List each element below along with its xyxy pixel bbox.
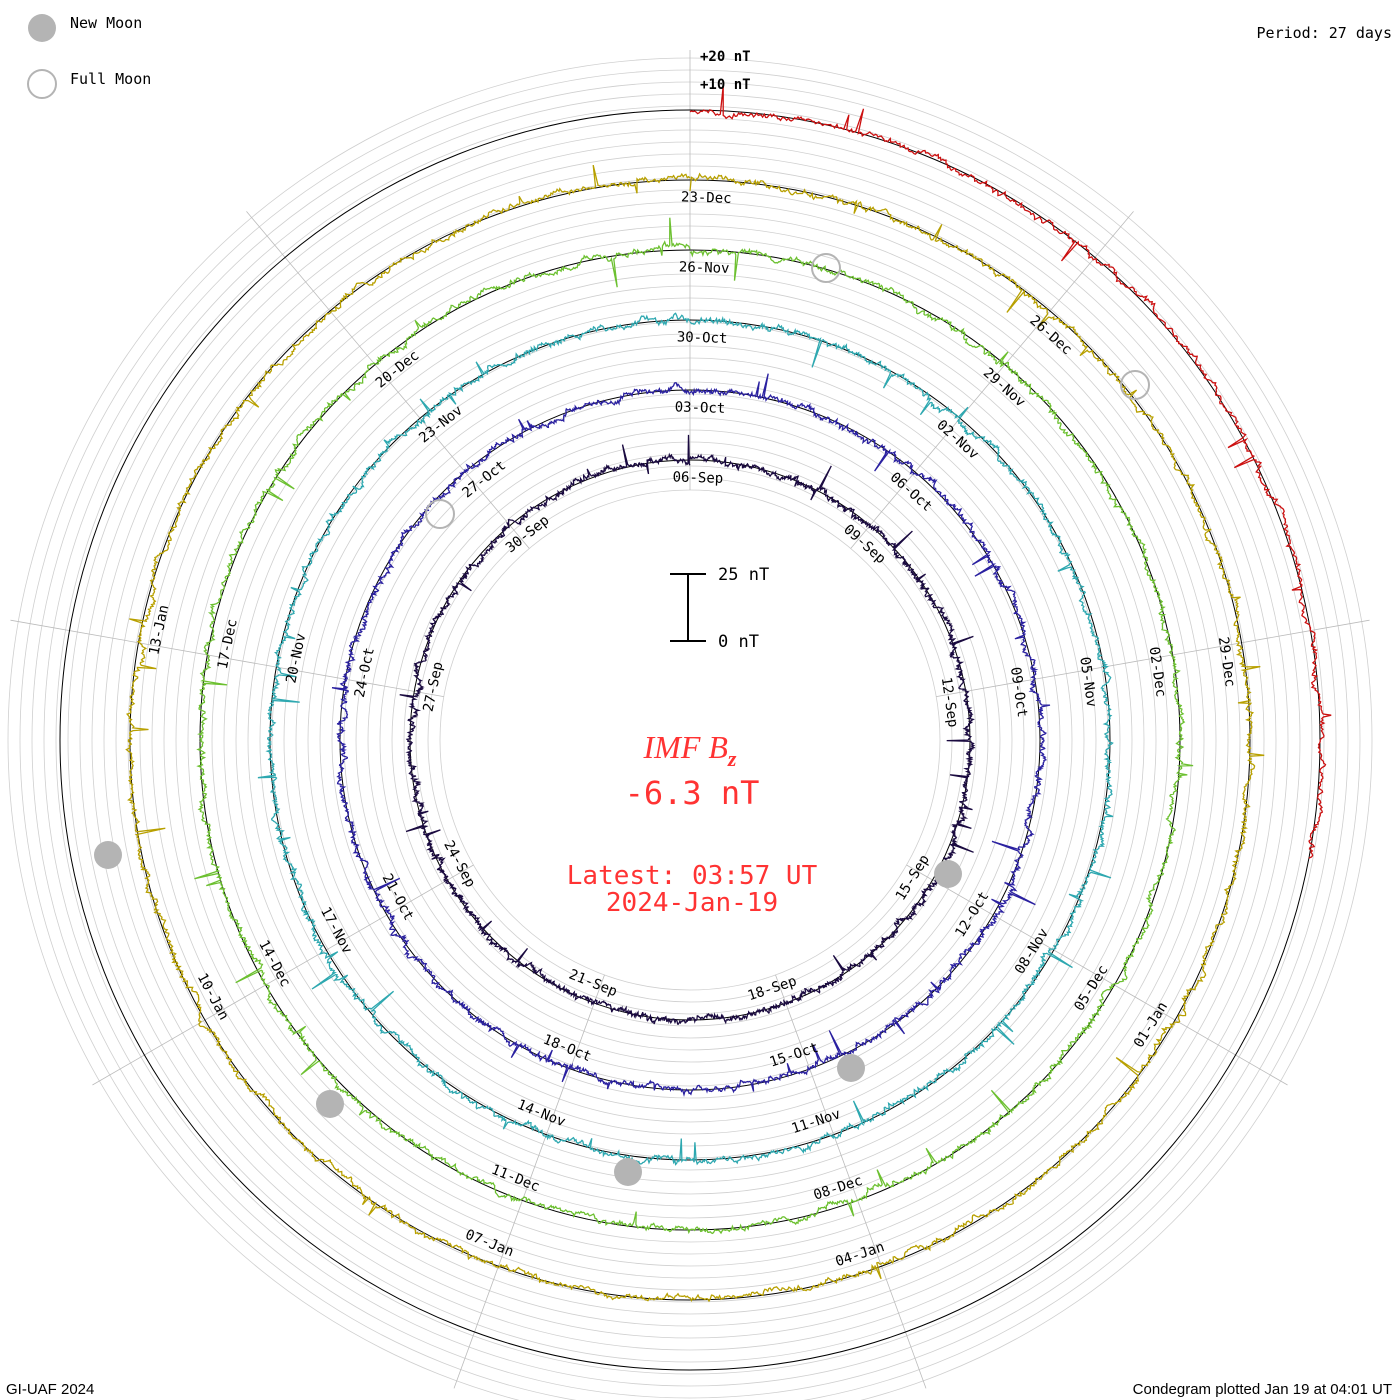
new-moon-marker — [94, 841, 122, 869]
spoke-line — [936, 619, 1370, 697]
date-label: 18-Sep — [746, 973, 799, 1004]
date-label: 20-Dec — [373, 348, 423, 392]
date-label: 05-Dec — [1071, 962, 1111, 1013]
scale-label-20nt: +20 nT — [700, 49, 751, 65]
period-label: Period: 27 days — [1257, 24, 1392, 42]
center-value: -6.3 nT — [625, 774, 760, 812]
date-label: 12-Sep — [938, 676, 961, 728]
radial-spokes — [10, 50, 1370, 1389]
series-trace — [125, 164, 1265, 1303]
data-series — [59, 85, 1332, 1371]
scale-bar-top-label: 25 nT — [718, 565, 769, 585]
date-label: 26-Nov — [679, 259, 730, 276]
series-trace — [194, 217, 1194, 1235]
date-label: 08-Nov — [1012, 926, 1052, 977]
date-label: 12-Oct — [952, 889, 992, 940]
date-label: 02-Nov — [933, 417, 981, 463]
date-label: 26-Dec — [1026, 313, 1074, 359]
scale-label-10nt: +10 nT — [700, 77, 751, 93]
new-moon-legend-icon — [28, 14, 56, 42]
date-label: 09-Oct — [1007, 666, 1030, 718]
date-label: 05-Nov — [1076, 656, 1099, 708]
date-label: 17-Dec — [215, 618, 241, 671]
date-label: 29-Nov — [980, 365, 1028, 411]
date-label: 23-Dec — [681, 189, 732, 206]
spoke-line — [850, 211, 1134, 549]
series-trace — [257, 312, 1114, 1166]
series-trace — [331, 373, 1051, 1098]
full-moon-legend-icon — [27, 69, 57, 99]
new-moon-marker — [837, 1054, 865, 1082]
date-label: 02-Dec — [1146, 646, 1169, 698]
full-moon-legend-label: Full Moon — [70, 70, 151, 88]
zero-baseline — [269, 319, 1111, 1161]
spoke-line — [246, 211, 530, 549]
new-moon-marker — [934, 860, 962, 888]
footer-credit: GI-UAF 2024 — [6, 1381, 94, 1398]
date-label: 01-Jan — [1131, 999, 1171, 1050]
scale-bar — [670, 573, 706, 642]
latest-time: Latest: 03:57 UT — [567, 861, 818, 891]
moon-markers — [94, 253, 1150, 1186]
full-moon-marker — [425, 499, 455, 529]
spoke-line — [775, 974, 927, 1389]
spoke-line — [906, 864, 1288, 1086]
footer-plotted: Condegram plotted Jan 19 at 04:01 UT — [1133, 1381, 1392, 1398]
spoke-line — [92, 864, 474, 1086]
date-label: 06-Sep — [672, 469, 723, 486]
spoke-line — [10, 619, 444, 697]
full-moon-marker — [1120, 370, 1150, 400]
series-trace — [689, 85, 1332, 859]
date-label: 24-Oct — [352, 646, 378, 699]
center-title: IMF Bz — [643, 729, 737, 771]
spoke-line — [453, 974, 605, 1389]
new-moon-marker — [316, 1090, 344, 1118]
date-label: 21-Oct — [379, 871, 417, 923]
series-trace — [399, 434, 976, 1025]
date-label: 30-Oct — [677, 329, 728, 346]
scale-bar-bottom-label: 0 nT — [718, 632, 759, 652]
new-moon-marker — [614, 1158, 642, 1186]
date-label: 23-Nov — [416, 402, 466, 446]
date-label: 20-Nov — [283, 632, 309, 685]
date-label: 03-Oct — [674, 399, 725, 416]
new-moon-legend-label: New Moon — [70, 14, 142, 32]
full-moon-marker — [811, 253, 841, 283]
date-label: 29-Dec — [1215, 636, 1238, 688]
latest-date: 2024-Jan-19 — [606, 888, 778, 918]
